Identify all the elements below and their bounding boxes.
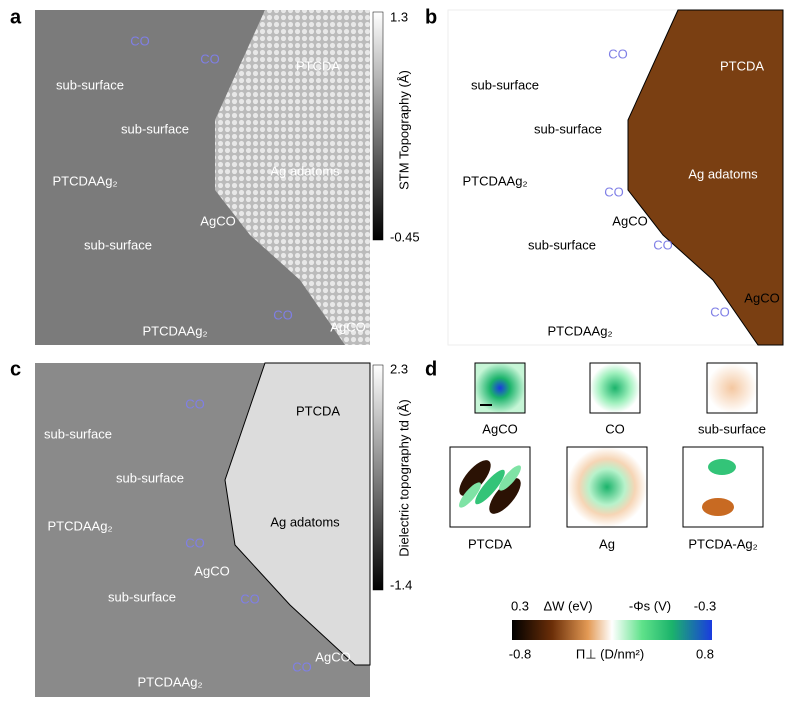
- colorbar-label: Π⊥ (D/nm²): [576, 646, 644, 661]
- annotation: AgCO: [744, 290, 779, 305]
- annotation: CO: [240, 591, 260, 606]
- annotation: PTCDAAg₂: [462, 173, 527, 188]
- colorbar-max: 2.3: [390, 361, 408, 376]
- annotation: Ag adatoms: [270, 514, 340, 529]
- annotation: PTCDAAg₂: [52, 173, 117, 188]
- panel-label: d: [425, 358, 437, 380]
- annotation: Ag adatoms: [688, 166, 758, 181]
- thumbnail-features: [459, 404, 736, 516]
- colorbar-title: STM Topography (Å): [396, 70, 411, 190]
- annotation: AgCO: [200, 213, 235, 228]
- annotation: CO: [604, 184, 624, 199]
- annotation: sub-surface: [116, 470, 184, 485]
- colorbar-title: Dielectric topography td (Å): [396, 399, 411, 557]
- thumbnail-label: CO: [605, 421, 625, 436]
- annotation: CO: [130, 33, 150, 48]
- annotation: PTCDA: [296, 58, 340, 73]
- thumbnail-label: sub-surface: [698, 421, 766, 436]
- annotation: PTCDAAg₂: [547, 323, 612, 338]
- annotation: PTCDA: [720, 58, 764, 73]
- annotation: sub-surface: [84, 237, 152, 252]
- colorbar-a: [372, 11, 384, 241]
- colorbar-min: -0.45: [390, 229, 420, 244]
- annotation: sub-surface: [108, 589, 176, 604]
- annotation: CO: [185, 535, 205, 550]
- colorbar-min: -1.4: [390, 577, 412, 592]
- colorbar-label: -0.3: [694, 598, 716, 613]
- annotation: sub-surface: [56, 77, 124, 92]
- annotation: AgCO: [330, 319, 365, 334]
- ptcda-island: [224, 362, 371, 666]
- ptcda-island: [627, 9, 784, 346]
- annotation: sub-surface: [528, 237, 596, 252]
- annotation: PTCDAAg₂: [137, 674, 202, 689]
- annotation: sub-surface: [44, 426, 112, 441]
- colorbar-label: 0.3: [511, 598, 529, 613]
- annotation: CO: [710, 304, 730, 319]
- colorbar-d: [512, 620, 712, 640]
- thumbnail-label: PTCDA: [468, 536, 512, 551]
- annotation: CO: [608, 46, 628, 61]
- annotation: sub-surface: [121, 121, 189, 136]
- annotation: sub-surface: [534, 121, 602, 136]
- annotation: CO: [273, 307, 293, 322]
- annotation: CO: [200, 51, 220, 66]
- colorbar-label: ΔW (eV): [543, 598, 592, 613]
- annotation: AgCO: [194, 563, 229, 578]
- panel-label: a: [10, 6, 22, 28]
- annotation: AgCO: [612, 213, 647, 228]
- annotation: Ag adatoms: [270, 163, 340, 178]
- annotation: PTCDA: [296, 403, 340, 418]
- annotation: PTCDAAg₂: [47, 518, 112, 533]
- thumbnails: [449, 362, 764, 528]
- annotation: CO: [292, 659, 312, 674]
- colorbar-max: 1.3: [390, 9, 408, 24]
- colorbar-label: -Φs (V): [629, 598, 671, 613]
- panel-label: b: [425, 6, 437, 28]
- colorbar-c: [372, 364, 384, 591]
- thumbnail-label: PTCDA-Ag₂: [688, 536, 757, 551]
- colorbar-label: 0.8: [696, 646, 714, 661]
- annotation: CO: [185, 396, 205, 411]
- colorbar-label: -0.8: [509, 646, 531, 661]
- annotation: sub-surface: [471, 77, 539, 92]
- annotation: PTCDAAg₂: [142, 323, 207, 338]
- annotation: AgCO: [315, 649, 350, 664]
- thumbnail-label: AgCO: [482, 421, 517, 436]
- thumbnail-label: Ag: [599, 536, 615, 551]
- panel-label: c: [10, 358, 21, 380]
- annotation: CO: [653, 237, 673, 252]
- ptcda-island: [215, 10, 370, 345]
